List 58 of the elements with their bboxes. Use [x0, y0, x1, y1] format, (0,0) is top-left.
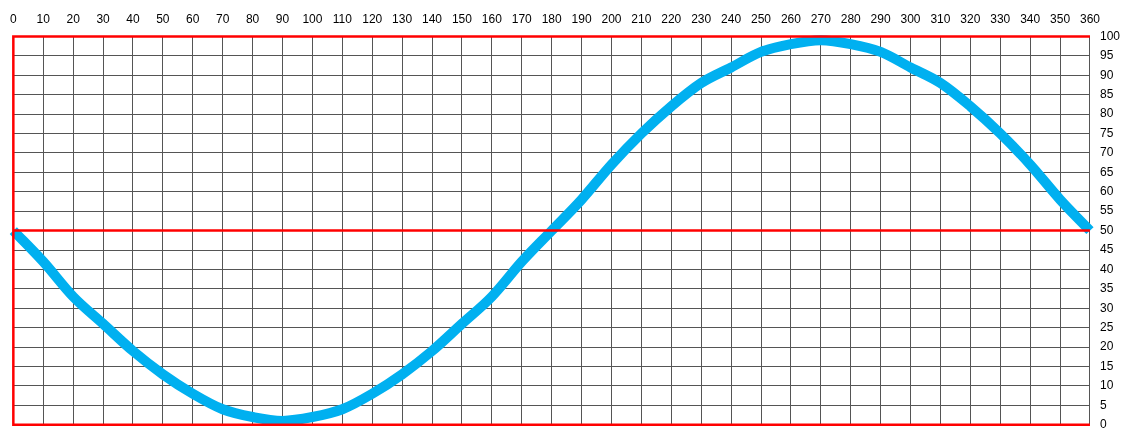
y-tick-label: 50 — [1099, 222, 1114, 237]
x-tick-label: 270 — [810, 11, 832, 26]
x-tick-label: 210 — [631, 11, 652, 26]
x-tick-label: 50 — [156, 11, 170, 26]
y-tick-label: 80 — [1099, 106, 1114, 121]
y-tick-label: 85 — [1099, 86, 1114, 101]
y-tick-label: 15 — [1099, 358, 1114, 373]
y-tick-label: 70 — [1099, 145, 1114, 160]
x-tick-label: 360 — [1079, 11, 1101, 26]
x-tick-label: 310 — [930, 11, 951, 26]
y-tick-label: 40 — [1099, 261, 1114, 276]
y-tick-label: 30 — [1099, 300, 1114, 315]
x-tick-label: 10 — [36, 11, 51, 26]
y-tick-label: 65 — [1099, 164, 1114, 179]
y-tick-label: 5 — [1099, 397, 1107, 412]
x-tick-label: 320 — [960, 11, 981, 26]
x-tick-label: 340 — [1020, 11, 1041, 26]
x-tick-label: 290 — [870, 11, 891, 26]
x-tick-label: 220 — [661, 11, 682, 26]
y-tick-label: 20 — [1099, 339, 1114, 354]
x-tick-label: 120 — [362, 11, 383, 26]
y-tick-label: 60 — [1099, 184, 1114, 199]
x-tick-label: 110 — [332, 11, 353, 26]
y-tick-label: 10 — [1099, 378, 1114, 393]
x-tick-label: 130 — [392, 11, 413, 26]
x-tick-label: 190 — [571, 11, 592, 26]
x-tick-label: 40 — [126, 11, 140, 26]
y-tick-label: 35 — [1099, 281, 1114, 296]
x-tick-label: 60 — [186, 11, 200, 26]
x-tick-label: 70 — [216, 11, 230, 26]
x-tick-label: 250 — [750, 11, 772, 26]
x-tick-label: 260 — [780, 11, 802, 26]
y-tick-label: 100 — [1099, 28, 1121, 43]
x-tick-label: 350 — [1050, 11, 1071, 26]
x-tick-label: 80 — [245, 11, 260, 26]
x-tick-label: 20 — [66, 11, 81, 26]
x-tick-label: 160 — [481, 11, 503, 26]
x-tick-label: 300 — [900, 11, 921, 26]
x-tick-label: 90 — [275, 11, 290, 26]
x-tick-label: 200 — [601, 11, 622, 26]
x-tick-label: 240 — [721, 11, 742, 26]
x-tick-label: 330 — [990, 11, 1011, 26]
y-tick-label: 45 — [1099, 242, 1114, 257]
x-tick-label: 170 — [511, 11, 533, 26]
x-tick-label: 150 — [451, 11, 473, 26]
x-tick-label: 140 — [422, 11, 443, 26]
x-tick-label: 180 — [541, 11, 562, 26]
y-tick-label: 90 — [1099, 67, 1114, 82]
y-tick-label: 55 — [1099, 203, 1114, 218]
y-tick-label: 95 — [1099, 48, 1114, 63]
y-tick-label: 0 — [1099, 417, 1107, 432]
x-tick-label: 30 — [96, 11, 111, 26]
y-tick-label: 75 — [1099, 125, 1114, 140]
x-tick-label: 0 — [9, 11, 17, 26]
x-tick-label: 100 — [302, 11, 323, 26]
x-tick-label: 280 — [840, 11, 862, 26]
y-tick-label: 25 — [1099, 320, 1114, 335]
x-tick-label: 230 — [691, 11, 712, 26]
